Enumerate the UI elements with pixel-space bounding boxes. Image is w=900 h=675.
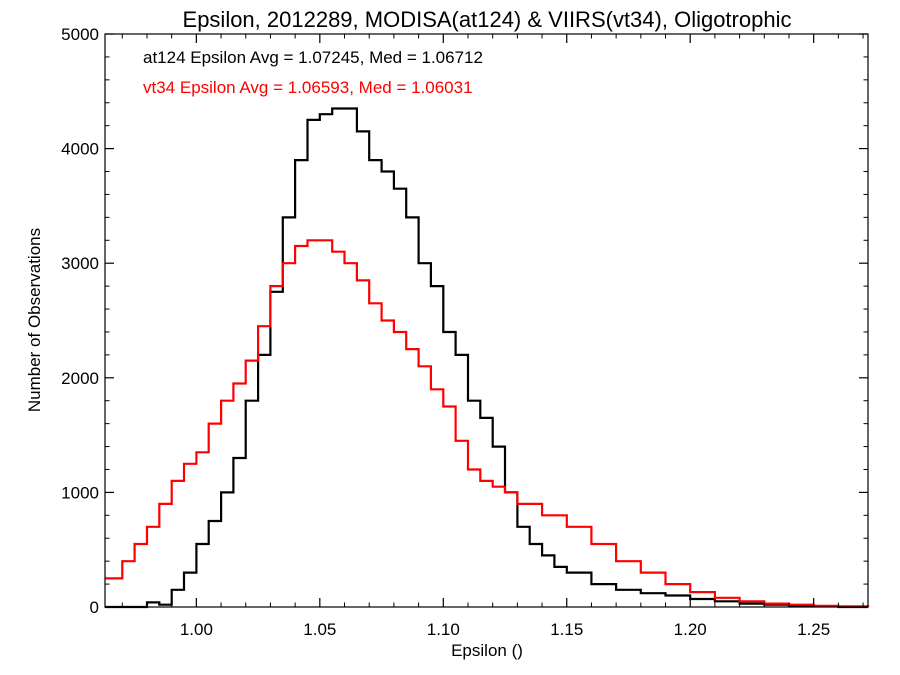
y-tick-label: 4000 [61, 140, 99, 159]
x-tick-label: 1.25 [797, 620, 830, 639]
histogram-series-2 [105, 239, 870, 608]
x-tick-label: 1.05 [303, 620, 336, 639]
annotation-red: vt34 Epsilon Avg = 1.06593, Med = 1.0603… [143, 78, 473, 97]
histogram-series-1 [105, 107, 868, 609]
y-tick-label: 0 [90, 598, 99, 617]
plot-frame [104, 33, 869, 608]
series-layer [105, 107, 870, 609]
y-tick-label: 1000 [61, 483, 99, 502]
y-tick-label: 3000 [61, 254, 99, 273]
x-axis-label: Epsilon () [451, 641, 523, 660]
x-tick-label: 1.00 [180, 620, 213, 639]
ticks-layer: 1.00 1.05 1.10 1.15 1.20 1.25 0 1000 2000 3000 400… [61, 25, 868, 639]
chart-title: Epsilon, 2012289, MODISA(at124) & VIIRS(… [183, 7, 792, 32]
y-tick-label: 2000 [61, 369, 99, 388]
y-tick-label: 5000 [61, 25, 99, 44]
x-tick-label: 1.10 [427, 620, 460, 639]
y-axis-label: Number of Observations [25, 228, 44, 412]
x-tick-label: 1.20 [674, 620, 707, 639]
x-tick-label: 1.15 [550, 620, 583, 639]
annotation-black: at124 Epsilon Avg = 1.07245, Med = 1.067… [143, 48, 483, 67]
